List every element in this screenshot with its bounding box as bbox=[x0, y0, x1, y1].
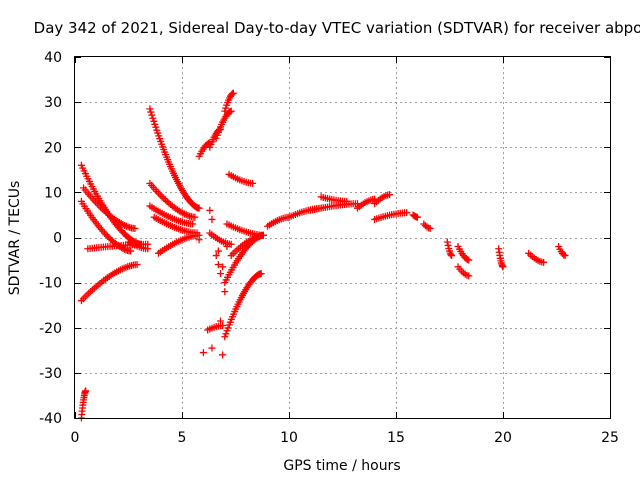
data-point bbox=[161, 196, 169, 204]
data-point bbox=[444, 241, 452, 249]
x-tick-label: 5 bbox=[178, 430, 187, 446]
data-point bbox=[131, 224, 139, 232]
data-points bbox=[77, 89, 569, 422]
data-point bbox=[212, 252, 220, 260]
data-point bbox=[120, 245, 128, 253]
y-axis-label: SDTVAR / TECUs bbox=[7, 181, 23, 296]
data-point bbox=[160, 194, 168, 202]
x-tick-label: 25 bbox=[601, 430, 619, 446]
data-point bbox=[227, 107, 235, 115]
data-point bbox=[257, 270, 265, 278]
x-tick-label: 0 bbox=[71, 430, 80, 446]
data-point bbox=[447, 251, 455, 259]
data-point bbox=[148, 111, 156, 119]
data-point bbox=[214, 261, 222, 269]
data-point bbox=[221, 288, 229, 296]
data-point bbox=[199, 349, 207, 357]
data-point bbox=[149, 114, 157, 122]
x-axis-ticks: 0 5 10 15 20 25 bbox=[71, 57, 619, 446]
grid-lines bbox=[75, 57, 610, 418]
x-tick-label: 15 bbox=[387, 430, 405, 446]
data-point bbox=[249, 179, 257, 187]
y-tick-label: -30 bbox=[39, 366, 62, 382]
data-point bbox=[146, 105, 154, 113]
x-tick-label: 20 bbox=[494, 430, 512, 446]
x-axis-label: GPS time / hours bbox=[283, 458, 400, 474]
data-point bbox=[259, 231, 267, 239]
data-point bbox=[560, 251, 568, 259]
data-point bbox=[443, 238, 451, 246]
data-point bbox=[219, 321, 227, 329]
chart-title: Day 342 of 2021, Sidereal Day-to-day VTE… bbox=[34, 19, 640, 37]
y-tick-label: -40 bbox=[39, 411, 62, 427]
data-point bbox=[150, 117, 158, 125]
data-point bbox=[540, 258, 548, 266]
data-point bbox=[127, 247, 135, 255]
data-point bbox=[413, 213, 421, 221]
data-point bbox=[219, 263, 227, 271]
data-point bbox=[217, 270, 225, 278]
y-tick-label: 40 bbox=[44, 50, 62, 66]
data-point bbox=[195, 204, 203, 212]
data-point bbox=[100, 229, 108, 237]
data-point bbox=[386, 191, 394, 199]
data-point bbox=[102, 231, 110, 239]
y-tick-label: 0 bbox=[53, 231, 62, 247]
data-point bbox=[158, 193, 166, 201]
data-point bbox=[206, 206, 214, 214]
data-point bbox=[229, 89, 237, 97]
data-point bbox=[206, 139, 214, 147]
data-point bbox=[403, 209, 411, 217]
y-tick-label: -20 bbox=[39, 321, 62, 337]
data-point bbox=[223, 243, 231, 251]
data-point bbox=[208, 215, 216, 223]
plot-frame bbox=[74, 56, 611, 419]
y-axis-ticks: -40 -30 -20 -10 0 10 20 30 40 bbox=[39, 50, 610, 427]
data-point bbox=[448, 252, 456, 260]
data-point bbox=[461, 270, 469, 278]
data-point bbox=[144, 245, 152, 253]
data-point bbox=[212, 134, 220, 142]
data-point bbox=[465, 272, 473, 280]
data-point bbox=[147, 108, 155, 116]
data-point bbox=[82, 387, 90, 395]
y-tick-label: -10 bbox=[39, 276, 62, 292]
y-tick-label: 20 bbox=[44, 140, 62, 156]
data-point bbox=[133, 261, 141, 269]
data-point bbox=[499, 263, 507, 271]
y-tick-label: 30 bbox=[44, 95, 62, 111]
data-point bbox=[195, 236, 203, 244]
data-point bbox=[214, 247, 222, 255]
data-point bbox=[423, 223, 431, 231]
data-point bbox=[191, 213, 199, 221]
data-point bbox=[221, 333, 229, 341]
data-point bbox=[561, 252, 569, 260]
data-point bbox=[343, 197, 351, 205]
data-point bbox=[426, 224, 434, 232]
data-point bbox=[465, 256, 473, 264]
data-point bbox=[420, 220, 428, 228]
data-point bbox=[227, 240, 235, 248]
x-tick-label: 10 bbox=[280, 430, 298, 446]
data-point bbox=[208, 344, 216, 352]
data-point bbox=[189, 220, 197, 228]
data-point bbox=[217, 317, 225, 325]
data-point bbox=[219, 351, 227, 359]
y-tick-label: 10 bbox=[44, 185, 62, 201]
data-point bbox=[104, 232, 112, 240]
